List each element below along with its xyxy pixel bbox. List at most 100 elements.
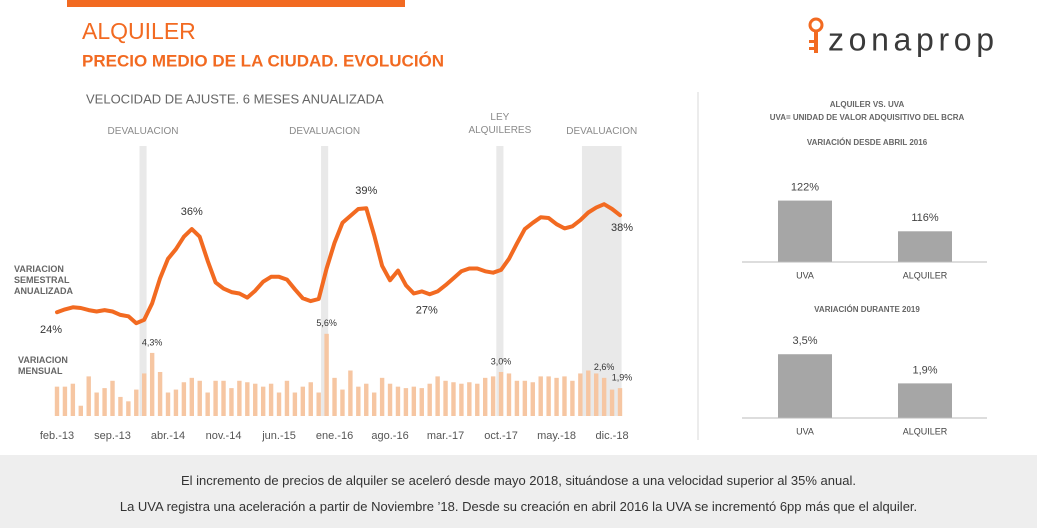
bar	[54, 386, 60, 416]
bar	[284, 380, 290, 416]
panel-subtitle: UVA= UNIDAD DE VALOR ADQUISITIVO DEL BCR…	[770, 113, 965, 122]
series-label: VARIACION SEMESTRAL ANUALIZADA	[14, 264, 73, 296]
bar	[546, 376, 551, 416]
bar	[110, 380, 115, 416]
bar	[300, 386, 306, 416]
bar	[189, 377, 195, 416]
logo-icon	[808, 17, 824, 53]
bar	[609, 389, 615, 416]
bar	[70, 383, 76, 416]
bar	[276, 392, 282, 416]
x-tick-label: ALQUILER	[903, 270, 948, 280]
bar	[221, 380, 226, 416]
x-tick-label: mar.-17	[427, 430, 464, 442]
bar	[562, 376, 567, 416]
bar	[586, 370, 591, 416]
bar	[348, 370, 353, 416]
bar	[356, 386, 361, 416]
bar	[554, 377, 559, 416]
bar	[94, 392, 99, 416]
event-band	[139, 146, 147, 416]
bar-value-label: 5,6%	[316, 318, 337, 328]
bar-value-label: 3,5%	[792, 335, 817, 347]
x-tick-label: abr.-14	[151, 430, 185, 442]
bar	[134, 389, 139, 416]
bar	[395, 386, 401, 416]
bar	[411, 386, 417, 416]
bar	[126, 401, 131, 416]
bar-value-label: 3,0%	[491, 356, 512, 366]
bar	[371, 392, 377, 416]
bar	[898, 231, 952, 262]
bar	[142, 373, 147, 416]
bar	[340, 389, 345, 416]
bar	[86, 376, 91, 416]
bar	[253, 383, 258, 416]
bar	[578, 373, 583, 416]
bar	[332, 377, 337, 416]
bar	[292, 392, 298, 416]
bar	[403, 388, 409, 416]
x-tick-label: UVA	[796, 270, 814, 280]
footer: El incremento de precios de alquiler se …	[0, 455, 1037, 528]
bar	[498, 371, 504, 416]
bar	[364, 383, 369, 416]
bar	[451, 382, 456, 416]
bar	[181, 382, 187, 416]
bar	[165, 392, 171, 416]
bar	[475, 383, 480, 416]
x-tick-label: jun.-15	[261, 430, 296, 442]
bar	[570, 380, 575, 416]
logo: zonaprop	[828, 21, 994, 57]
x-tick-label: ALQUILER	[903, 426, 948, 436]
footer-line: La UVA registra una aceleración a partir…	[119, 499, 918, 514]
bar	[538, 376, 543, 416]
line-value-label: 24%	[40, 324, 62, 336]
bar	[506, 373, 512, 416]
top-bar	[67, 0, 405, 7]
bar	[419, 388, 424, 416]
x-tick-label: ago.-16	[371, 430, 408, 442]
x-tick-label: nov.-14	[206, 430, 242, 442]
bar	[898, 383, 952, 418]
event-label: DEVALUACION	[107, 126, 179, 137]
title: ALQUILER	[82, 18, 196, 44]
bar	[324, 333, 329, 416]
bar-chart-title: VARIACIÓN DESDE ABRIL 2016	[807, 138, 928, 147]
bar-value-label: 4,3%	[142, 337, 163, 347]
bar	[778, 200, 832, 262]
x-tick-label: UVA	[796, 426, 814, 436]
bar	[443, 380, 448, 416]
line-value-label: 38%	[611, 222, 633, 234]
line-value-label: 36%	[181, 206, 203, 218]
bar	[459, 383, 464, 416]
bar	[268, 383, 274, 416]
event-label: DEVALUACION	[289, 126, 361, 137]
bar	[78, 405, 83, 416]
bar	[530, 382, 535, 416]
bar	[229, 388, 234, 416]
x-tick-label: may.-18	[537, 430, 576, 442]
series-label: VARIACION MENSUAL	[18, 355, 68, 376]
bar	[149, 352, 155, 416]
bar	[514, 380, 520, 416]
bar-value-label: 1,9%	[912, 364, 937, 376]
bar	[308, 382, 313, 416]
x-tick-label: ene.-16	[316, 430, 353, 442]
bar	[427, 383, 432, 416]
bar-value-label: 2,6%	[594, 362, 615, 372]
x-tick-label: dic.-18	[596, 430, 629, 442]
subtitle: PRECIO MEDIO DE LA CIUDAD. EVOLUCIÓN	[82, 51, 444, 70]
bar	[213, 380, 218, 416]
panel-title: ALQUILER VS. UVA	[830, 100, 905, 109]
bar	[467, 382, 472, 416]
bar	[205, 392, 210, 416]
line-value-label: 27%	[416, 304, 438, 316]
x-tick-label: oct.-17	[484, 430, 518, 442]
bar	[601, 377, 607, 416]
line-value-label: 39%	[355, 185, 377, 197]
event-band	[496, 146, 504, 416]
bar-value-label: 122%	[791, 181, 819, 193]
chart-title: VELOCIDAD DE AJUSTE. 6 MESES ANUALIZADA	[86, 91, 384, 106]
